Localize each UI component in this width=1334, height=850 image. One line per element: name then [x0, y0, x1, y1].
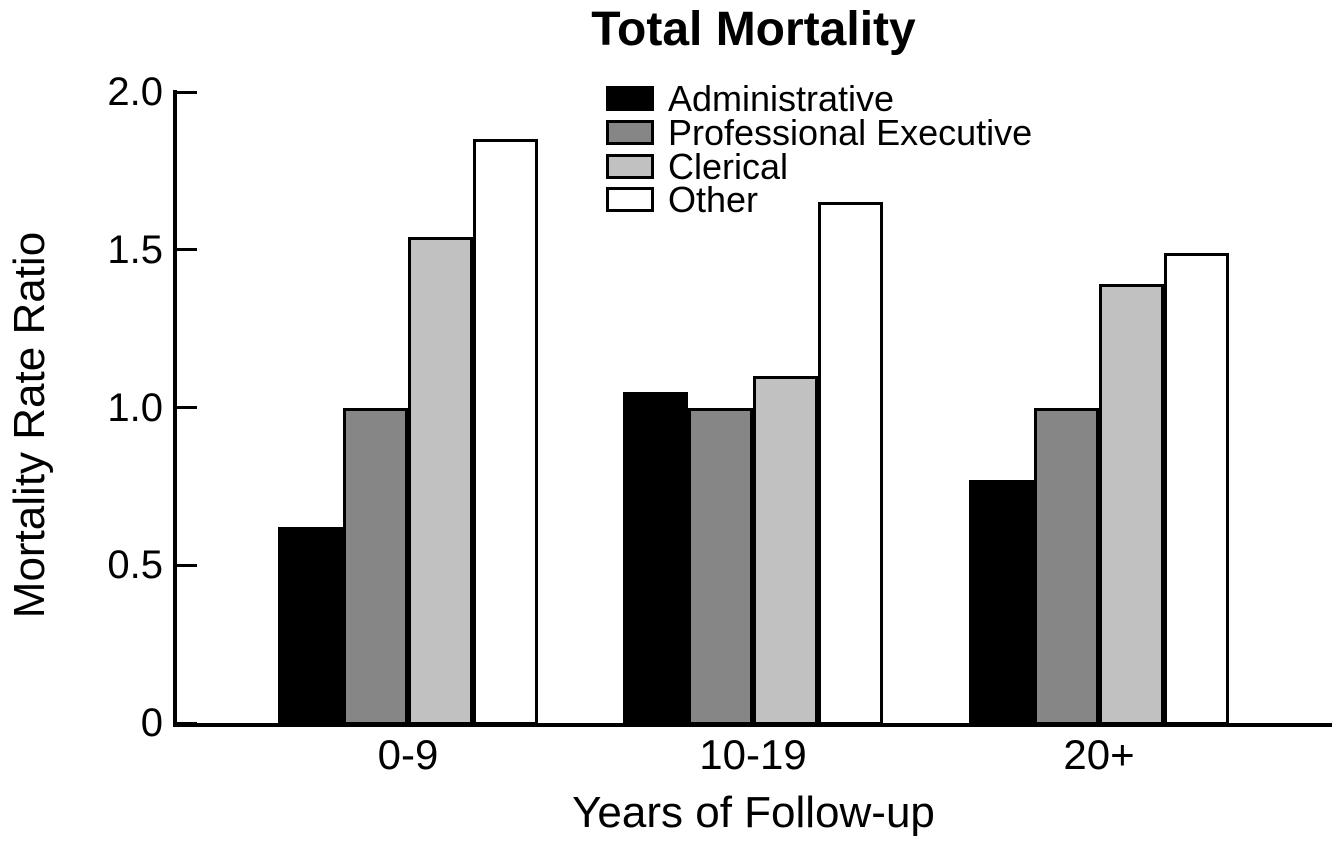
y-axis-line: [173, 90, 177, 727]
bar-20+-other: [1164, 252, 1229, 725]
legend-label: Clerical: [668, 145, 789, 187]
bar-10-19-administrative: [623, 391, 688, 725]
legend-swatch-clerical: [606, 153, 654, 179]
bar-0-9-professional-executive: [343, 407, 408, 725]
bar-20+-professional-executive: [1034, 407, 1099, 725]
y-axis-tick-label: 1.5: [107, 227, 163, 272]
legend-label: Other: [668, 179, 759, 221]
bar-0-9-administrative: [278, 527, 343, 725]
bar-0-9-other: [473, 139, 538, 725]
x-axis-tick-label: 10-19: [699, 731, 807, 778]
y-axis-tick-label: 0.5: [107, 543, 163, 588]
x-axis-line: [173, 723, 1332, 727]
y-axis-tick-mark: [175, 406, 197, 409]
legend-item: Professional Executive: [606, 111, 1033, 153]
legend-swatch-other: [606, 187, 654, 213]
x-axis-tick-label: 0-9: [377, 731, 439, 778]
y-axis-tick-label: 0: [140, 701, 163, 745]
y-axis-tick-mark: [175, 90, 197, 94]
legend-item: Administrative: [606, 78, 895, 119]
bar-20+-administrative: [969, 480, 1034, 725]
bar-10-19-clerical: [753, 375, 818, 725]
legend-label: Professional Executive: [668, 111, 1033, 153]
legend-label: Administrative: [668, 78, 895, 119]
x-axis-tick-label: 20+: [1063, 731, 1135, 778]
bar-20+-clerical: [1099, 284, 1164, 725]
bar-10-19-professional-executive: [688, 407, 753, 725]
legend-item: Other: [606, 179, 759, 221]
x-axis-title: Years of Follow-up: [572, 788, 935, 837]
y-axis-tick-mark: [175, 563, 197, 567]
legend-swatch-administrative: [606, 86, 654, 111]
y-axis-tick-mark: [175, 248, 197, 252]
bar-10-19-other: [818, 202, 883, 725]
y-axis-tick-label: 1.0: [107, 385, 163, 430]
chart-title: Total Mortality: [591, 3, 916, 56]
legend-swatch-professional-executive: [606, 119, 654, 145]
bar-0-9-clerical: [408, 237, 473, 725]
legend-item: Clerical: [606, 145, 789, 187]
y-axis-tick-label: 2.0: [107, 70, 163, 114]
